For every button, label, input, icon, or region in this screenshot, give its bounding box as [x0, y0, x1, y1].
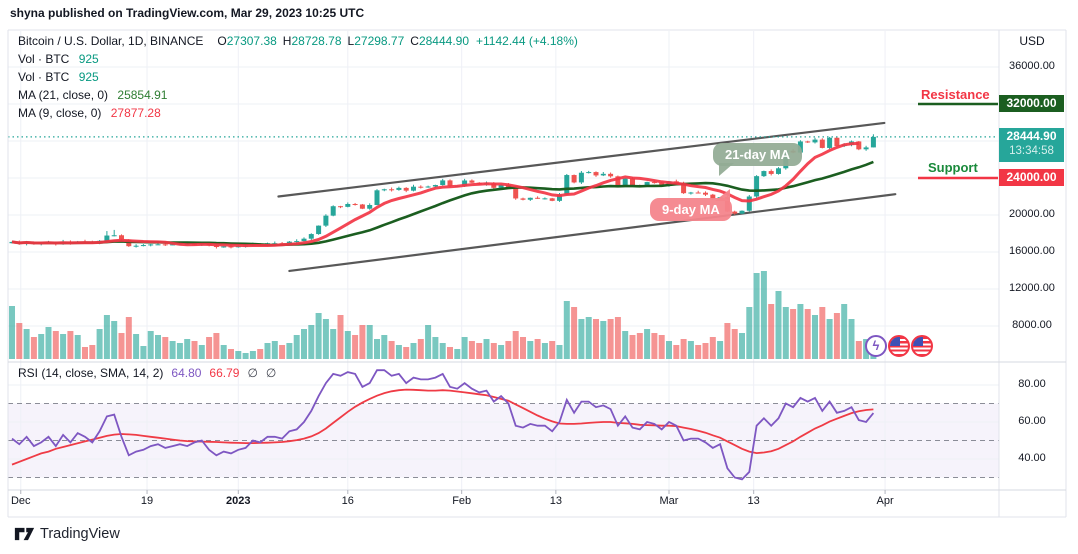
ma9-callout-text: 9-day MA	[662, 202, 720, 217]
time-axis-label: 19	[140, 495, 154, 507]
time-axis-label: 16	[341, 495, 354, 507]
rsi-axis-label: 80.00	[1018, 378, 1046, 390]
tradingview-wordmark[interactable]: TradingView	[40, 526, 120, 542]
event-lightning-icon[interactable]: ϟ	[865, 335, 887, 357]
current-price-value: 28444.90	[1006, 129, 1057, 143]
event-us-flag-icon[interactable]	[888, 335, 910, 357]
volume-value: 925	[78, 70, 99, 84]
rsi-axis-label: 40.00	[1018, 452, 1046, 464]
volume-value: 925	[78, 52, 99, 66]
event-us-flag-icon[interactable]	[911, 335, 933, 357]
tradingview-logo-icon[interactable]	[14, 525, 35, 543]
time-axis-label: Feb	[452, 495, 472, 507]
volume-label: Vol · BTC	[18, 52, 70, 66]
ma21-callout-text: 21-day MA	[725, 147, 791, 162]
resistance-price-badge: 32000.00	[999, 95, 1064, 112]
ma21-value: 25854.91	[117, 88, 168, 102]
chart-legend: Bitcoin / U.S. Dollar, 1D, BINANCE O27307…	[18, 32, 578, 122]
price-axis-label: 16000.00	[1009, 245, 1055, 257]
volume-legend-row-2[interactable]: Vol · BTC 925	[18, 68, 578, 86]
level-lines	[918, 102, 998, 180]
time-axis-label: 2023	[226, 495, 251, 507]
price-axis-label: 8000.00	[1012, 319, 1052, 331]
current-price-badge: 28444.90 13:34:58	[999, 128, 1064, 162]
footer: TradingView	[14, 525, 120, 543]
low-value: 27298.77	[354, 34, 405, 48]
rsi-empty-value: ∅	[247, 366, 258, 380]
callout-tail	[719, 163, 734, 176]
ma9-value: 27877.28	[110, 106, 161, 120]
rsi-line	[11, 369, 875, 481]
volume-layer	[9, 271, 877, 359]
rsi-axis-label: 60.00	[1018, 415, 1046, 427]
bar-countdown: 13:34:58	[1009, 145, 1054, 157]
volume-label: Vol · BTC	[18, 70, 70, 84]
open-label: O	[217, 34, 227, 48]
symbol-title: Bitcoin / U.S. Dollar, 1D, BINANCE	[18, 34, 204, 48]
symbol-legend-row[interactable]: Bitcoin / U.S. Dollar, 1D, BINANCE O27307…	[18, 32, 578, 50]
time-axis-label: Dec	[10, 495, 31, 507]
rsi-layer	[11, 369, 875, 481]
rsi-legend-row[interactable]: RSI (14, close, SMA, 14, 2) 64.80 66.79 ∅ ∅	[18, 366, 276, 380]
rsi-sma-line	[11, 388, 874, 466]
ma9-legend-row[interactable]: MA (9, close, 0) 27877.28	[18, 104, 578, 122]
flag-canton	[890, 337, 900, 346]
time-axis-label: Apr	[876, 495, 894, 507]
low-label: L	[347, 34, 355, 48]
support-label[interactable]: Support	[928, 160, 978, 175]
change-value: +1142.44 (+4.18%)	[476, 34, 578, 48]
rsi-empty-value: ∅	[265, 366, 277, 380]
rsi-value: 64.80	[171, 366, 202, 380]
open-value: 27307.38	[226, 34, 277, 48]
rsi-label: RSI (14, close, SMA, 14, 2)	[18, 366, 164, 380]
resistance-label[interactable]: Resistance	[921, 87, 990, 102]
support-price-badge: 24000.00	[999, 169, 1064, 186]
ma21-legend-row[interactable]: MA (21, close, 0) 25854.91	[18, 86, 578, 104]
rsi-sma-value: 66.79	[209, 366, 240, 380]
channel-lines	[277, 121, 897, 273]
high-label: H	[282, 34, 292, 48]
time-axis-label: Mar	[659, 495, 679, 507]
time-axis-label: 13	[747, 495, 760, 507]
callout-tail	[714, 189, 730, 201]
gridlines-layer	[8, 31, 999, 490]
high-value: 28728.78	[291, 34, 342, 48]
flag-canton	[913, 337, 923, 346]
ma9-callout[interactable]: 9-day MA	[650, 189, 732, 221]
frame-layer	[7, 29, 1067, 518]
ma9-label: MA (9, close, 0)	[18, 106, 102, 120]
price-axis-label: 12000.00	[1009, 282, 1055, 294]
price-axis-label: 36000.00	[1009, 60, 1055, 72]
volume-legend-row-1[interactable]: Vol · BTC 925	[18, 50, 578, 68]
publish-attribution: shyna published on TradingView.com, Mar …	[10, 6, 365, 20]
price-axis-label: 20000.00	[1009, 208, 1055, 220]
time-axis-label: 13	[549, 495, 562, 507]
price-axis-currency: USD	[1019, 34, 1045, 48]
close-label: C	[410, 34, 419, 48]
ma21-label: MA (21, close, 0)	[18, 88, 109, 102]
close-value: 28444.90	[418, 34, 470, 48]
ma21-callout[interactable]: 21-day MA	[713, 143, 803, 176]
ma21-line	[11, 160, 874, 247]
